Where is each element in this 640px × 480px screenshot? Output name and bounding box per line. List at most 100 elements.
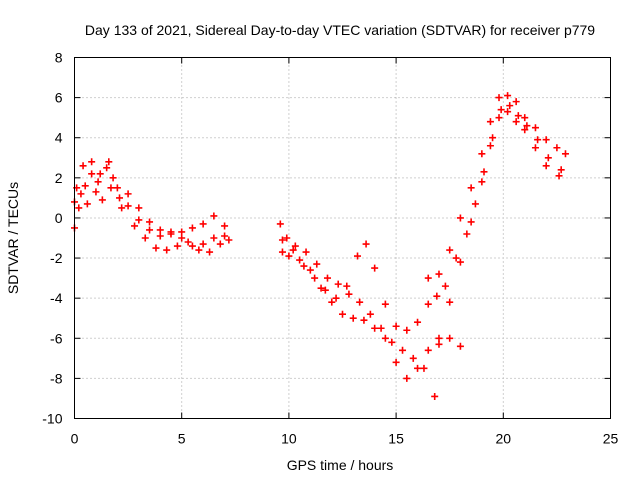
grid-lines (74, 57, 611, 419)
data-point (356, 298, 364, 306)
data-point (452, 254, 460, 262)
x-tick-label: 0 (71, 431, 79, 447)
data-point (561, 150, 569, 158)
data-point (480, 168, 488, 176)
data-point (107, 184, 115, 192)
y-tick-label: 0 (55, 210, 63, 226)
data-point (135, 204, 143, 212)
data-point (388, 338, 396, 346)
data-point (291, 242, 299, 250)
data-point (146, 226, 154, 234)
data-point (471, 200, 479, 208)
data-point (343, 282, 351, 290)
data-point (371, 324, 379, 332)
data-point (512, 118, 520, 126)
data-point (555, 172, 563, 180)
data-point (94, 178, 102, 186)
data-point (553, 144, 561, 152)
data-point (403, 326, 411, 334)
data-point (278, 248, 286, 256)
data-point (105, 158, 113, 166)
data-point (103, 164, 111, 172)
data-point (88, 170, 96, 178)
data-point (199, 240, 207, 248)
data-point (435, 270, 443, 278)
data-point (354, 252, 362, 260)
series-3 (71, 102, 565, 334)
data-point (278, 236, 286, 244)
data-point (424, 300, 432, 308)
data-point (285, 252, 293, 260)
data-point (156, 232, 164, 240)
data-point (360, 316, 368, 324)
data-point (521, 114, 529, 122)
y-tick-label: 2 (55, 170, 63, 186)
data-point (446, 334, 454, 342)
data-point (96, 170, 104, 178)
data-point (81, 182, 89, 190)
data-point (163, 246, 171, 254)
data-point (446, 298, 454, 306)
data-point (339, 310, 346, 318)
data-point (414, 364, 422, 372)
data-point (366, 310, 374, 318)
data-point (381, 334, 389, 342)
data-point (512, 98, 520, 106)
x-axis-label: GPS time / hours (287, 457, 394, 473)
y-tick-label: -8 (50, 370, 63, 386)
data-point (362, 240, 370, 248)
data-point (544, 154, 552, 162)
data-point (433, 292, 441, 300)
data-point (83, 200, 91, 208)
y-tick-label: 6 (55, 90, 63, 106)
data-point (296, 256, 304, 264)
data-point (424, 346, 432, 354)
data-point (289, 246, 297, 254)
data-point (225, 236, 233, 244)
data-point (523, 122, 531, 130)
data-point (109, 174, 117, 182)
data-point (506, 102, 514, 110)
y-tick-label: -10 (42, 411, 62, 427)
data-point (313, 260, 321, 268)
data-point (504, 108, 512, 116)
data-point (152, 244, 160, 252)
data-point (542, 136, 550, 144)
data-point (116, 194, 124, 202)
data-point (435, 334, 443, 342)
data-point (403, 374, 411, 382)
data-point (188, 224, 196, 232)
data-point (478, 150, 486, 158)
data-point (557, 166, 565, 174)
data-point (334, 280, 342, 288)
data-point (467, 184, 475, 192)
data-point (77, 190, 85, 198)
data-point (118, 204, 126, 212)
data-point (414, 318, 422, 326)
data-point (504, 92, 512, 100)
data-point (489, 134, 497, 142)
data-point (210, 234, 218, 242)
data-point (497, 106, 505, 114)
data-point (98, 196, 106, 204)
data-point (173, 242, 181, 250)
data-point (131, 222, 139, 230)
data-points (71, 92, 569, 400)
plot-frame (74, 57, 611, 419)
x-tick-label: 15 (388, 431, 404, 447)
data-point (514, 112, 522, 120)
data-point (328, 298, 336, 306)
data-point (283, 234, 291, 242)
data-point (521, 126, 529, 134)
y-tick-label: -4 (50, 290, 63, 306)
chart-title: Day 133 of 2021, Sidereal Day-to-day VTE… (85, 22, 595, 38)
data-point (345, 290, 353, 298)
x-tick-label: 20 (496, 431, 512, 447)
axis-ticks: 0 5 10 15 20 25 -10 -8 -6 -4 -2 0 2 4 6 8 (42, 50, 618, 447)
data-point (321, 286, 329, 294)
data-point (456, 258, 464, 266)
data-point (435, 340, 443, 348)
data-point (306, 266, 314, 274)
data-point (188, 242, 196, 250)
data-point (178, 234, 186, 242)
